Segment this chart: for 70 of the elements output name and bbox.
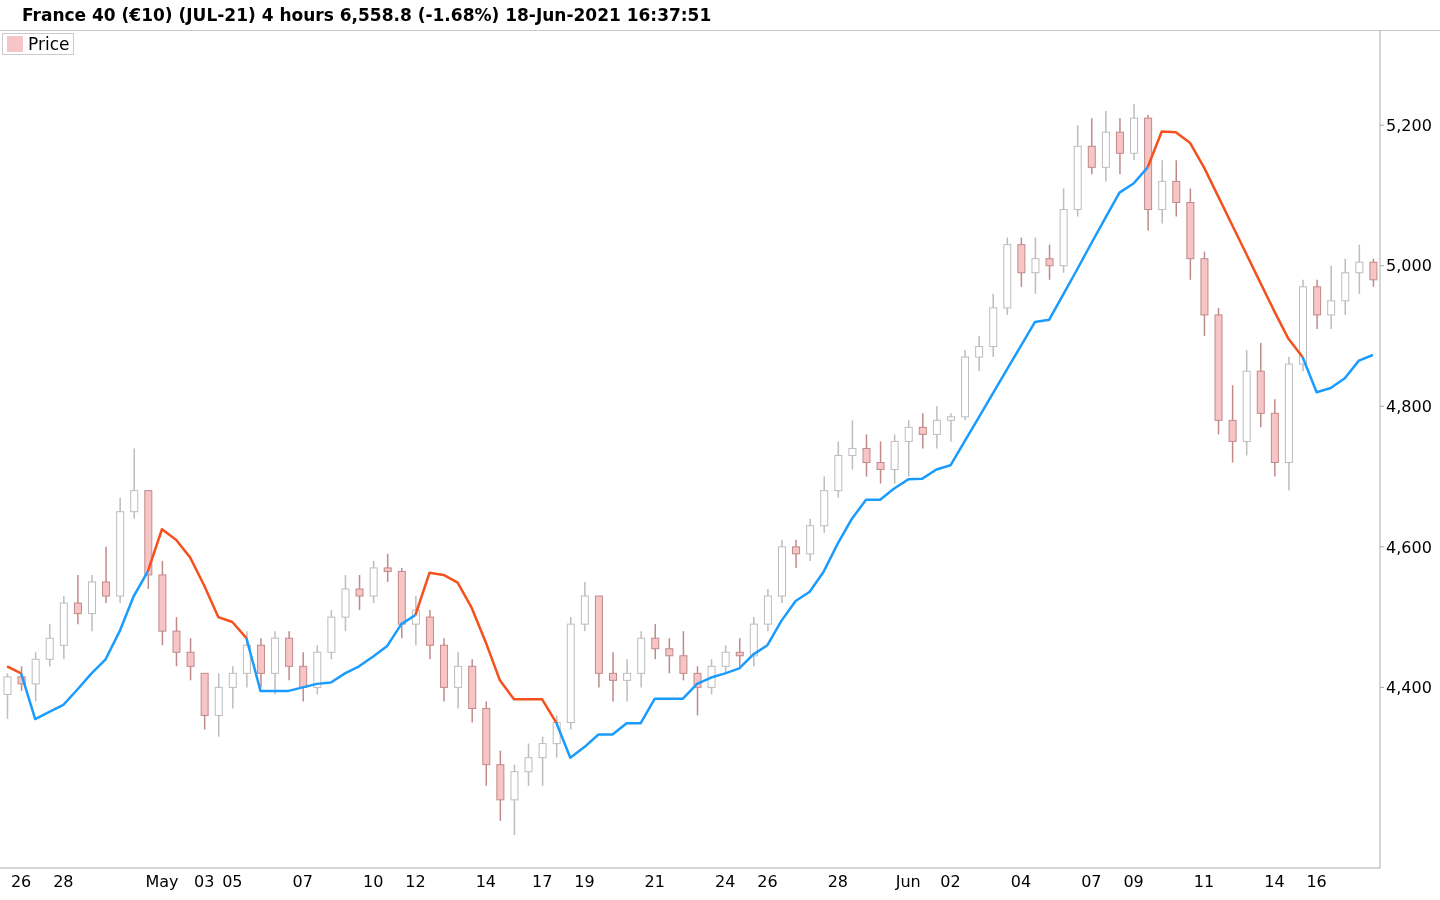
y-tick-label: 4,800 xyxy=(1386,396,1432,416)
x-tick-label: 19 xyxy=(574,872,595,892)
x-tick-label: 21 xyxy=(644,872,665,892)
chart-title: France 40 (€10) (JUL-21) 4 hours 6,558.8 (-1.68%) 18-Jun-2021 16:37:51 xyxy=(0,0,1440,31)
candlestick xyxy=(383,553,392,583)
candlestick xyxy=(454,651,463,710)
candlestick xyxy=(707,658,716,696)
x-tick-label: 02 xyxy=(940,872,961,892)
y-tick-label: 5,000 xyxy=(1386,256,1432,276)
candlestick xyxy=(876,440,885,485)
x-tick-label: 24 xyxy=(715,872,736,892)
candlestick xyxy=(538,735,547,787)
x-tick-label: 14 xyxy=(475,872,496,892)
candlestick xyxy=(623,658,632,703)
x-tick-label: 07 xyxy=(1081,872,1102,892)
y-tick-label: 4,400 xyxy=(1386,678,1432,698)
x-tick-label: 14 xyxy=(1264,872,1285,892)
candlestick xyxy=(45,623,54,668)
x-tick-label: 03 xyxy=(194,872,215,892)
candlestick xyxy=(1228,384,1237,464)
x-tick-label: 26 xyxy=(757,872,778,892)
y-tick-label: 4,600 xyxy=(1386,537,1432,557)
candlestick xyxy=(665,637,674,675)
candlestick xyxy=(102,546,111,604)
candlestick xyxy=(299,651,308,703)
candlestick xyxy=(1115,117,1124,176)
x-tick-label: 04 xyxy=(1010,872,1032,892)
candlestick xyxy=(721,644,730,675)
candlestick xyxy=(609,651,618,703)
candlestick xyxy=(932,405,941,450)
candlestick xyxy=(848,419,857,471)
candlestick xyxy=(172,616,181,668)
x-tick-label: 07 xyxy=(292,872,313,892)
candlestick xyxy=(228,665,237,710)
candlestick xyxy=(1031,236,1040,295)
candlestick xyxy=(1045,243,1054,281)
y-tick-label: 5,200 xyxy=(1386,115,1432,135)
candlestick xyxy=(975,335,984,372)
x-tick-label: 09 xyxy=(1123,872,1144,892)
candlestick xyxy=(1369,257,1378,288)
x-tick-label: 26 xyxy=(10,872,32,892)
x-tick-label: 28 xyxy=(827,872,849,892)
candlestick xyxy=(862,433,871,478)
candlestick xyxy=(524,742,533,787)
candlestick xyxy=(679,630,688,682)
candlestick xyxy=(3,672,12,720)
candlestick xyxy=(946,412,955,443)
candlestick xyxy=(651,623,660,661)
candlestick xyxy=(1172,159,1181,218)
x-tick-label: 17 xyxy=(531,872,553,892)
candlestick xyxy=(130,447,139,520)
candlestick xyxy=(186,637,195,682)
legend-label: Price xyxy=(28,34,70,54)
x-tick-label: 05 xyxy=(222,872,243,892)
x-tick-label: Jun xyxy=(894,872,921,892)
candlestick xyxy=(355,574,364,611)
x-tick-label: 28 xyxy=(53,872,74,892)
x-tick-label: 16 xyxy=(1306,872,1327,892)
candlestick xyxy=(1087,117,1096,176)
candlestick xyxy=(1355,243,1364,295)
candlestick xyxy=(918,412,927,450)
x-tick-label: 11 xyxy=(1193,872,1215,892)
x-tick-label: May xyxy=(145,872,179,892)
x-tick-label: 10 xyxy=(362,872,384,892)
candlestick xyxy=(792,539,801,569)
candlestick xyxy=(735,637,744,668)
x-tick-label: 12 xyxy=(405,872,426,892)
candlestick xyxy=(904,419,913,478)
candlestick xyxy=(73,574,82,625)
candlestick xyxy=(1327,264,1336,330)
